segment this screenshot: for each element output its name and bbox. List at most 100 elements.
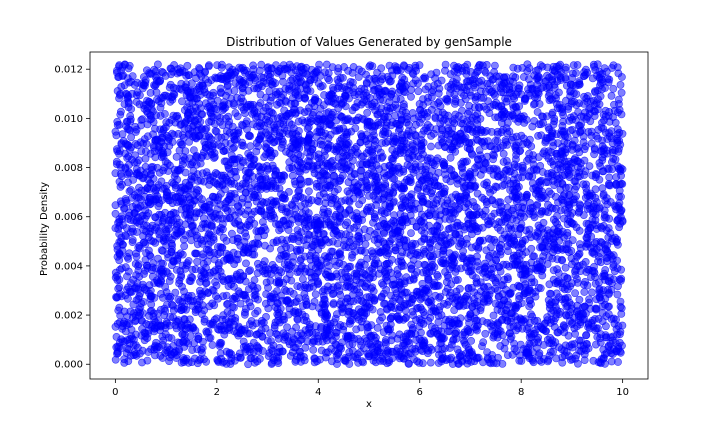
scatter-point [118,130,127,139]
scatter-point [127,105,136,113]
scatter-point [199,253,207,262]
scatter-point [363,117,372,126]
scatter-point [269,341,278,350]
scatter-point [254,142,263,151]
scatter-point [287,120,296,129]
scatter-point [420,73,429,81]
scatter-point [139,173,148,182]
scatter-point [264,164,272,173]
scatter-point [139,73,148,81]
scatter-point [236,221,245,230]
scatter-point [169,313,177,322]
scatter-point [450,171,459,180]
scatter-point [406,176,415,185]
scatter-point [165,353,174,362]
scatter-point [596,162,605,170]
scatter-point [178,330,187,339]
scatter-point [572,169,580,177]
scatter-point [505,329,514,338]
scatter-point [615,338,624,347]
scatter-point [510,339,518,348]
scatter-point [165,83,174,92]
scatter-point [585,324,594,333]
scatter-point [408,151,417,160]
scatter-point [329,171,338,180]
scatter-point [544,154,553,163]
scatter-point [427,105,436,114]
scatter-point [447,80,456,89]
scatter-point [492,72,501,81]
scatter-point [494,113,502,122]
scatter-point [283,323,291,332]
scatter-point [441,60,450,69]
scatter-point [310,272,319,281]
scatter-point [186,332,195,340]
scatter-point [217,60,226,69]
scatter-point [179,198,188,207]
scatter-point [592,340,600,349]
scatter-point [600,269,609,278]
scatter-point [182,261,191,269]
scatter-point [352,285,361,294]
scatter-point [614,147,623,156]
scatter-point [180,315,189,323]
scatter-point [141,162,150,171]
scatter-point [122,198,131,207]
scatter-point [482,61,491,69]
scatter-point [510,253,519,262]
scatter-point [361,304,370,313]
scatter-point [117,107,125,116]
scatter-point [174,166,182,174]
scatter-point [617,192,625,201]
scatter-points [111,60,627,369]
scatter-point [572,265,580,274]
scatter-point [561,263,570,272]
scatter-point [208,341,217,349]
scatter-point [484,97,492,105]
scatter-point [580,171,589,179]
scatter-point [472,210,481,219]
scatter-point [363,254,372,263]
scatter-point [279,250,288,259]
scatter-point [453,179,462,188]
scatter-point [165,345,174,354]
scatter-point [164,292,173,301]
scatter-point [440,165,449,173]
scatter-point [125,187,134,196]
scatter-point [239,272,248,281]
scatter-point [292,323,300,332]
scatter-point [580,280,588,289]
scatter-point [572,182,581,191]
scatter-point [601,112,610,121]
scatter-point [408,307,417,316]
scatter-point [311,329,320,337]
scatter-point [569,61,578,70]
scatter-point [616,167,625,175]
scatter-point [141,240,150,248]
scatter-point [312,182,321,191]
scatter-point [444,273,453,282]
scatter-point [458,67,467,75]
scatter-point [420,249,428,258]
scatter-point [251,309,259,318]
scatter-point [490,151,498,160]
scatter-point [605,181,613,189]
scatter-point [609,154,618,163]
scatter-point [593,333,602,341]
scatter-point [537,357,546,366]
scatter-point [579,72,588,81]
scatter-point [255,66,264,75]
scatter-point [128,238,137,246]
scatter-point [443,97,452,106]
scatter-point [181,147,190,156]
scatter-point [200,317,209,326]
scatter-point [481,68,490,77]
scatter-point [115,215,124,224]
scatter-point [219,292,227,301]
scatter-point [273,287,281,295]
scatter-point [115,283,124,291]
scatter-point [341,116,350,125]
scatter-point [315,197,323,206]
scatter-point [466,181,475,189]
scatter-point [325,76,333,84]
